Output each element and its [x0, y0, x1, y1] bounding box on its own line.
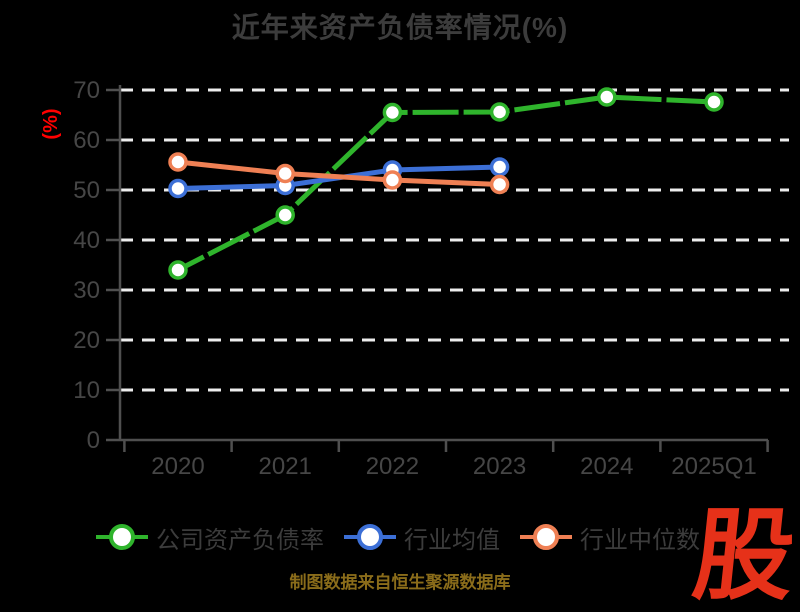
data-point-s0-2025Q1: [704, 92, 724, 112]
data-point-s0-2021: [275, 205, 295, 225]
chart-title: 近年来资产负债率情况(%): [231, 12, 569, 43]
y-tick-label-70: 70: [73, 77, 100, 104]
footer-note: 制图数据来自恒生聚源数据库: [289, 573, 511, 592]
legend-label: 行业均值: [404, 526, 500, 554]
y-tick-label-60: 60: [73, 127, 100, 154]
data-point-s2-2020: [168, 152, 188, 172]
y-tick-label-0: 0: [87, 427, 100, 454]
y-tick-label-30: 30: [73, 277, 100, 304]
series-line-2: [175, 159, 503, 187]
legend-label: 公司资产负债率: [156, 526, 324, 554]
data-point-s1-2023: [489, 157, 510, 177]
data-point-s0-2023: [489, 102, 510, 122]
legend-marker-icon: [96, 524, 148, 550]
legend: 公司资产负债率 行业均值 行业中位数: [96, 517, 700, 557]
data-point-s2-2022: [382, 170, 403, 190]
y-tick-label-40: 40: [73, 227, 100, 254]
data-point-s0-2020: [168, 260, 188, 280]
data-point-s0-2022: [382, 102, 403, 123]
legend-marker-icon: [344, 524, 396, 550]
legend-label: 行业中位数: [580, 526, 700, 554]
data-point-s1-2020: [168, 178, 188, 199]
legend-item-2: 行业中位数: [520, 520, 700, 555]
watermark-logo: 股: [688, 500, 800, 612]
x-tick-label-2024: 2024: [580, 453, 633, 480]
y-tick-label-50: 50: [73, 177, 100, 204]
x-tick-label-2022: 2022: [366, 453, 419, 480]
data-point-s2-2021: [275, 163, 295, 184]
x-tick-label-2025Q1: 2025Q1: [671, 453, 756, 480]
y-tick-label-10: 10: [73, 377, 100, 404]
x-tick-label-2021: 2021: [259, 453, 312, 480]
x-tick-label-2023: 2023: [473, 453, 526, 480]
y-tick-label-20: 20: [73, 327, 100, 354]
legend-item-1: 行业均值: [344, 520, 500, 555]
legend-marker-icon: [520, 524, 572, 550]
data-point-s0-2024: [597, 87, 617, 107]
legend-item-0: 公司资产负债率: [96, 520, 324, 555]
x-tick-label-2020: 2020: [151, 453, 204, 480]
series-line-0: [175, 94, 717, 273]
data-point-s2-2023: [489, 174, 510, 195]
